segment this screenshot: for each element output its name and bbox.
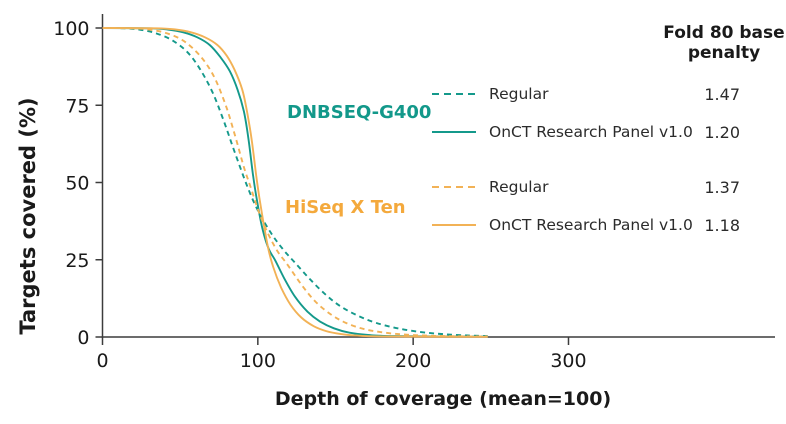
y-tick-label: 50	[65, 173, 89, 195]
solid-line-sample	[432, 131, 476, 133]
series-group-label-hiseq-x-ten: HiSeq X Ten	[285, 197, 406, 218]
y-tick-label: 75	[65, 95, 89, 117]
solid-line-sample	[432, 224, 476, 226]
series-curve-3	[102, 27, 488, 338]
legend-header-fold80: Fold 80 base penalty	[663, 23, 785, 63]
fold80-value: 1.37	[704, 177, 740, 197]
legend-label: OnCT Research Panel v1.0	[489, 216, 693, 234]
dashed-line-sample	[432, 93, 476, 95]
legend-row-hiseq-regular: Regular 1.37	[432, 177, 740, 197]
x-tick-label: 100	[240, 350, 276, 372]
series-curve-1	[102, 27, 488, 338]
series-curve-0	[102, 27, 488, 338]
legend-row-hiseq-onct: OnCT Research Panel v1.0 1.18	[432, 215, 740, 235]
fold80-value: 1.18	[704, 215, 740, 235]
y-tick-label: 100	[53, 18, 89, 40]
x-tick-label: 0	[96, 350, 108, 372]
series-group-label-dnbseq-g400: DNBSEQ-G400	[287, 102, 432, 123]
x-tick-label: 300	[550, 350, 586, 372]
legend-label: Regular	[489, 178, 549, 196]
y-axis-title: Targets covered (%)	[16, 97, 40, 335]
legend-label: Regular	[489, 85, 549, 103]
fold80-value: 1.47	[704, 84, 740, 104]
dashed-line-sample	[432, 186, 476, 188]
series-curve-2	[102, 27, 488, 338]
legend-row-dnbseq-regular: Regular 1.47	[432, 84, 740, 104]
x-tick-label: 200	[395, 350, 431, 372]
legend-label: OnCT Research Panel v1.0	[489, 123, 693, 141]
y-tick-label: 0	[77, 327, 89, 349]
x-axis-title: Depth of coverage (mean=100)	[274, 388, 612, 410]
legend-row-dnbseq-onct: OnCT Research Panel v1.0 1.20	[432, 122, 740, 142]
y-tick-label: 25	[65, 250, 89, 272]
fold80-value: 1.20	[704, 122, 740, 142]
